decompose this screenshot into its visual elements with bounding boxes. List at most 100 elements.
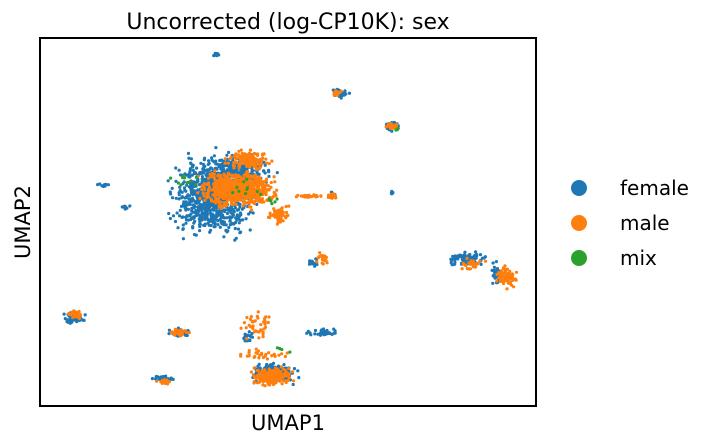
point-male xyxy=(266,375,271,379)
point-male xyxy=(240,188,244,192)
point-female xyxy=(203,222,207,226)
point-female xyxy=(106,183,110,187)
point-female xyxy=(218,225,222,229)
point-male xyxy=(247,349,251,353)
point-male xyxy=(467,261,471,265)
point-male xyxy=(270,354,274,358)
point-female xyxy=(197,183,202,187)
point-female xyxy=(341,93,345,97)
point-female xyxy=(181,237,185,241)
point-male xyxy=(234,173,238,177)
point-female xyxy=(193,204,197,208)
point-male xyxy=(339,89,343,93)
point-male xyxy=(500,274,505,279)
point-female xyxy=(156,375,160,379)
point-female xyxy=(185,183,189,187)
point-male xyxy=(253,157,258,161)
point-female xyxy=(249,334,253,338)
point-female xyxy=(205,208,209,212)
point-female xyxy=(233,206,237,210)
point-female xyxy=(186,207,190,211)
point-female xyxy=(470,255,474,259)
point-female xyxy=(167,332,171,336)
point-male xyxy=(285,371,289,375)
point-male xyxy=(257,380,261,384)
point-female xyxy=(475,254,479,258)
point-male xyxy=(252,201,256,206)
point-female xyxy=(224,223,228,227)
point-male xyxy=(170,331,174,335)
point-mix xyxy=(273,200,277,204)
point-male xyxy=(201,191,205,195)
point-male xyxy=(273,354,277,358)
point-female xyxy=(256,172,260,176)
point-male xyxy=(223,180,227,184)
point-female xyxy=(183,196,187,200)
point-female xyxy=(154,377,158,381)
point-male xyxy=(228,191,232,196)
point-mix xyxy=(188,180,192,184)
point-female xyxy=(495,267,499,271)
point-female xyxy=(229,205,233,209)
point-male xyxy=(277,353,281,357)
point-female xyxy=(313,332,317,336)
point-female xyxy=(219,163,224,167)
point-male xyxy=(514,278,518,282)
point-female xyxy=(318,331,322,336)
point-female xyxy=(184,215,188,219)
point-female xyxy=(265,362,269,367)
point-male xyxy=(335,93,339,97)
point-male xyxy=(281,219,285,223)
legend-label-female: female xyxy=(620,176,689,200)
point-female xyxy=(167,211,171,216)
point-male xyxy=(248,148,253,152)
point-male xyxy=(213,190,217,194)
point-male xyxy=(261,383,265,387)
point-male xyxy=(264,161,269,165)
point-male xyxy=(77,309,81,314)
point-female xyxy=(226,208,230,212)
point-male xyxy=(506,272,510,276)
point-female xyxy=(211,216,215,220)
point-male xyxy=(253,163,258,167)
point-male xyxy=(465,266,469,271)
point-female xyxy=(255,202,259,206)
point-male xyxy=(268,211,272,215)
point-female xyxy=(390,129,394,133)
point-female xyxy=(483,255,487,259)
point-male xyxy=(243,194,248,198)
point-female xyxy=(327,331,331,335)
point-female xyxy=(453,254,457,258)
point-male xyxy=(205,191,209,195)
point-male xyxy=(511,273,515,277)
point-male xyxy=(503,275,507,279)
point-mix xyxy=(179,183,183,187)
point-male xyxy=(260,197,264,201)
point-male xyxy=(261,335,265,339)
point-male xyxy=(257,375,261,379)
point-female xyxy=(203,215,208,219)
point-female xyxy=(187,194,192,198)
point-female xyxy=(173,219,178,224)
point-mix xyxy=(169,176,173,180)
point-male xyxy=(246,201,250,205)
point-male xyxy=(161,380,165,384)
point-female xyxy=(200,206,204,210)
point-male xyxy=(302,193,307,198)
point-female xyxy=(212,154,216,158)
point-male xyxy=(266,320,270,325)
point-female xyxy=(177,197,181,201)
point-male xyxy=(225,197,229,201)
point-male xyxy=(250,163,255,167)
point-male xyxy=(202,182,206,186)
point-mix xyxy=(269,199,273,203)
point-female xyxy=(479,262,483,266)
point-male xyxy=(250,192,254,197)
point-male xyxy=(266,184,271,188)
point-female xyxy=(197,207,201,211)
point-female xyxy=(230,221,234,225)
point-female xyxy=(222,220,226,224)
point-female xyxy=(221,169,225,174)
plot-frame xyxy=(39,37,537,407)
point-female xyxy=(190,197,194,201)
